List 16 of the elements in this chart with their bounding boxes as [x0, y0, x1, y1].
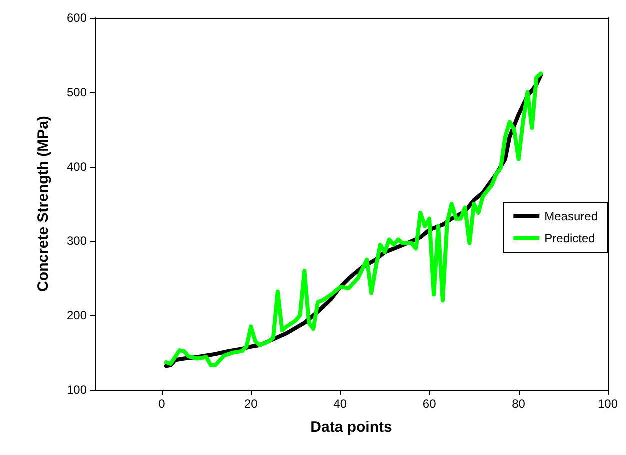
- y-tick-label: 200: [66, 308, 88, 323]
- legend-label: Measured: [544, 210, 598, 224]
- y-tick-label: 500: [66, 85, 88, 100]
- x-tick-label: 60: [422, 397, 437, 411]
- x-tick-label: 80: [512, 397, 526, 411]
- y-axis-title: Concrete Strength (MPa): [35, 116, 52, 292]
- x-tick-label: 40: [334, 397, 348, 411]
- x-tick-label: 20: [244, 397, 258, 411]
- y-tick-label: 300: [66, 234, 88, 248]
- y-tick-label: 100: [66, 383, 88, 397]
- x-tick-label: 0: [158, 397, 166, 411]
- legend-label: Predicted: [544, 232, 596, 246]
- y-tick-label: 400: [66, 160, 88, 174]
- x-axis-title: Data points: [310, 419, 392, 436]
- x-tick-label: 100: [598, 397, 618, 411]
- y-tick-label: 600: [66, 11, 88, 25]
